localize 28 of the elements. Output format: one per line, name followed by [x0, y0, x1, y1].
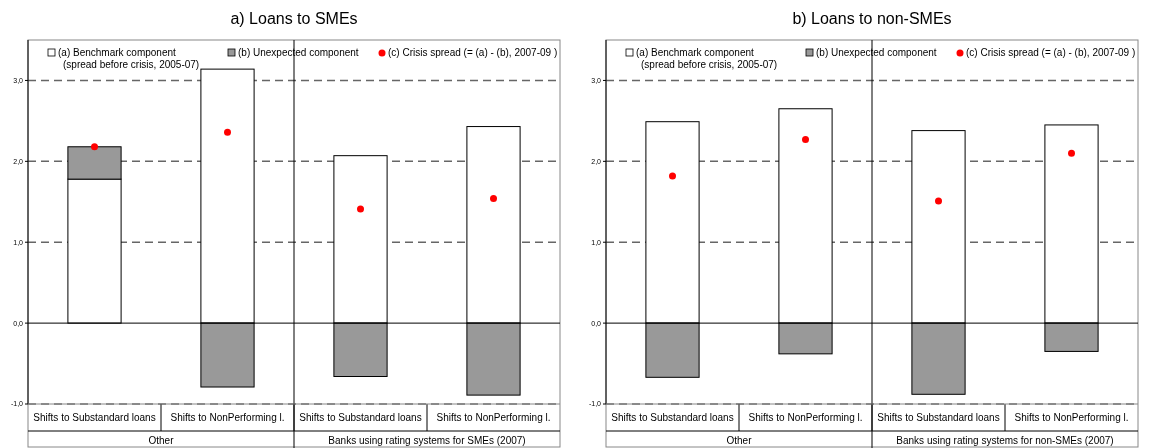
x-tick-label: Shifts to NonPerforming l.	[1014, 412, 1129, 423]
text: Banks using rating systems for non-SMEs (2007)	[896, 435, 1114, 446]
legend-label: (a) Benchmark component (spread before crisis, 2005-07)	[58, 47, 200, 70]
x-tick-label: Shifts to NonPerforming l.	[748, 412, 863, 423]
legend-label: (c) Crisis spread (= (a) - (b), 2007-09 )	[388, 47, 558, 58]
legend-label: (b) Unexpected component	[816, 47, 937, 58]
text: Banks using rating systems for SMEs (2007)	[328, 435, 526, 446]
legend-label: (c) Crisis spread (= (a) - (b), 2007-09 )	[966, 47, 1136, 58]
x-tick-label: Shifts to Substandard loans	[611, 412, 734, 423]
point	[1068, 149, 1075, 157]
point	[935, 197, 942, 205]
legend-label: (a) Benchmark component (spread before crisis, 2005-07)	[636, 47, 778, 70]
legend-label: (b) Unexpected component	[238, 47, 359, 58]
x-tick-label: Shifts to Substandard loans	[299, 412, 422, 423]
point	[490, 195, 497, 203]
text: Other	[726, 435, 753, 446]
point	[669, 172, 676, 180]
point	[91, 143, 98, 151]
text: Other	[148, 435, 175, 446]
chart-title: a) Loans to SMEs	[230, 10, 358, 27]
point	[357, 205, 364, 213]
point	[802, 135, 809, 143]
point	[224, 128, 231, 136]
chart-title: b) Loans to non-SMEs	[792, 10, 952, 27]
x-tick-label: Shifts to NonPerforming l.	[436, 412, 551, 423]
x-tick-label: Shifts to Substandard loans	[33, 412, 156, 423]
x-tick-label: Shifts to Substandard loans	[877, 412, 1000, 423]
x-tick-label: Shifts to NonPerforming l.	[170, 412, 285, 423]
